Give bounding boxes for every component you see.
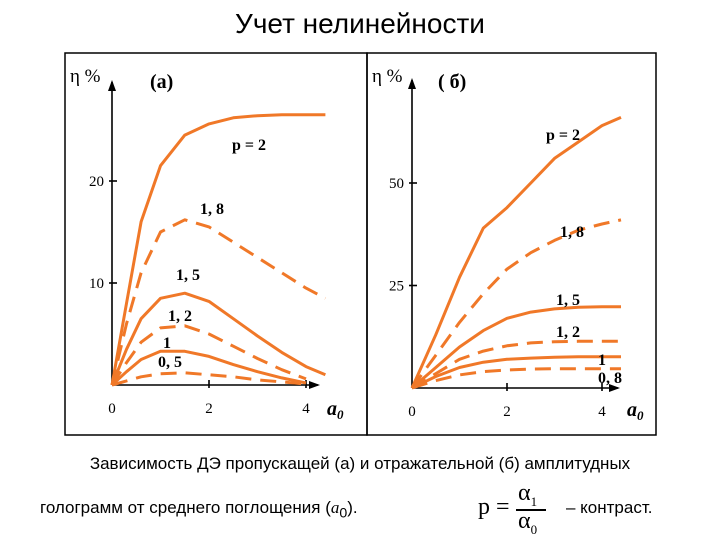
caption-variable: a [330, 498, 340, 517]
panel-label: (a) [150, 71, 173, 93]
panel-a: 10 20 0 2 4 (a) η % a0 p = 2 1, 8 1, 5 1, 2 1 0, 5 [70, 66, 344, 422]
formula-den-sub: 0 [530, 521, 538, 537]
series-line [110, 291, 326, 386]
series-line [110, 324, 307, 386]
page-title: Учет нелинейности [235, 8, 485, 39]
formula-den-symbol: α [518, 508, 531, 534]
series-line [411, 305, 621, 390]
formula-num-sub: 1 [530, 493, 538, 509]
caption-line-2: голограмм от среднего поглощения (a0). [40, 498, 700, 521]
series-label: 0, 8 [598, 370, 622, 387]
series-label: 1, 8 [560, 224, 584, 241]
series-line [110, 113, 326, 386]
y-tick-label: 10 [89, 276, 104, 292]
formula-num-symbol: α [518, 480, 531, 506]
panel-label: ( б) [438, 71, 466, 93]
caption-prefix: голограмм от среднего поглощения ( [40, 498, 331, 517]
series-line [411, 339, 621, 390]
x-axis-arrow [609, 384, 620, 392]
contrast-label: – контраст. [566, 498, 653, 517]
formula-lhs: p = [478, 494, 510, 520]
x-tick-label: 0 [108, 401, 116, 417]
y-axis-label: η % [70, 66, 101, 87]
x-tick-label: 0 [408, 404, 416, 420]
formula-numerator: α1 [518, 480, 537, 510]
series-label: 0, 5 [158, 354, 182, 371]
caption-suffix: ). [347, 498, 358, 517]
y-tick-label: 50 [389, 176, 404, 192]
series-label: 1, 8 [200, 201, 224, 218]
x-axis-label: a0 [627, 399, 644, 423]
contrast-formula: p = α1 α0 [478, 480, 558, 538]
x-tick-label: 4 [302, 401, 310, 417]
panel-b: 25 50 0 2 4 ( б) η % a0 p = 2 1, 8 1, 5 1, 2 10, 8 [372, 66, 644, 423]
series-label: 1, 5 [176, 267, 200, 284]
series-line [410, 218, 622, 389]
series-label: p = 2 [232, 137, 266, 154]
series-line [111, 371, 307, 387]
figure-frame [64, 52, 368, 436]
caption-line-1: Зависимость ДЭ пропускащей (а) и отражат… [89, 454, 631, 473]
y-tick-label: 25 [389, 279, 404, 295]
x-axis-arrow [309, 381, 320, 389]
y-axis-label: η % [372, 66, 403, 87]
series-label: 1, 5 [556, 292, 580, 309]
y-tick-label: 20 [89, 174, 104, 190]
series-line [110, 218, 327, 386]
series-label: p = 2 [546, 127, 580, 144]
y-axis-arrow [108, 80, 116, 91]
x-tick-label: 2 [205, 401, 213, 417]
series-line [411, 355, 621, 390]
caption-variable-sub: 0 [339, 505, 348, 522]
x-tick-label: 2 [503, 404, 511, 420]
series-line [411, 367, 621, 390]
series-label: 1, 2 [556, 324, 580, 341]
series-line [410, 116, 622, 389]
x-tick-label: 4 [598, 404, 606, 420]
series-line [110, 349, 307, 387]
formula-denominator: α0 [518, 508, 537, 538]
series-label: 1 [598, 352, 606, 369]
formula-fraction-bar [516, 509, 546, 511]
series-label: 1 [163, 335, 171, 352]
series-label: 1, 2 [168, 308, 192, 325]
x-axis-label: a0 [327, 398, 344, 422]
y-axis-arrow [408, 78, 416, 89]
figure-frame [366, 52, 657, 436]
